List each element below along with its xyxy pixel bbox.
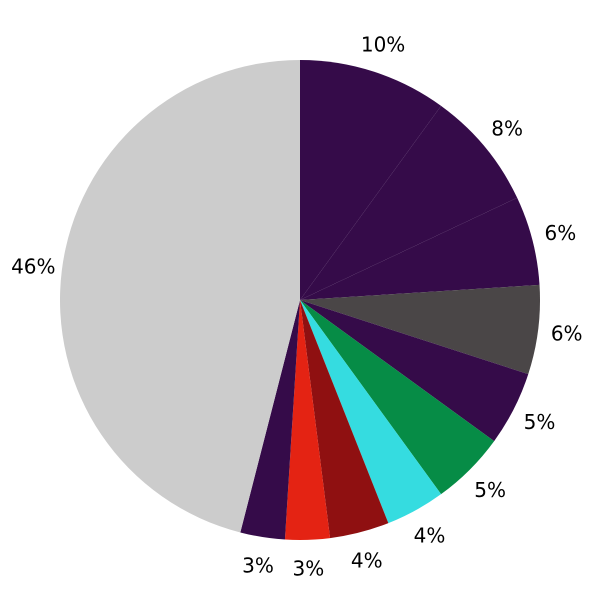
pie-slice-label-6: 4% <box>414 524 446 548</box>
pie-slice-label-1: 8% <box>491 117 523 141</box>
pie-slice-5 <box>300 300 495 495</box>
pie-slice-0 <box>300 60 442 300</box>
pie-slice-6 <box>300 300 442 524</box>
pie-slice-label-2: 6% <box>545 221 577 245</box>
pie-slice-label-10: 46% <box>11 254 55 278</box>
pie-slice-9 <box>240 300 300 540</box>
pie-slice-label-5: 5% <box>474 478 506 502</box>
pie-slice-7 <box>300 300 389 539</box>
pie-slice-2 <box>300 197 540 300</box>
pie-slice-10 <box>59 59 300 533</box>
pie-slice-label-7: 4% <box>351 548 383 572</box>
pie-slice-8 <box>284 300 331 541</box>
pie-slice-label-9: 3% <box>242 554 274 578</box>
pie-slice-label-0: 10% <box>361 32 405 56</box>
pie-slice-4 <box>300 300 529 442</box>
pie-slice-label-8: 3% <box>293 557 325 581</box>
pie-slice-1 <box>300 105 518 300</box>
pie-slice-label-3: 6% <box>551 322 583 346</box>
pie-slice-label-4: 5% <box>524 410 556 434</box>
pie-slice-3 <box>300 284 541 375</box>
